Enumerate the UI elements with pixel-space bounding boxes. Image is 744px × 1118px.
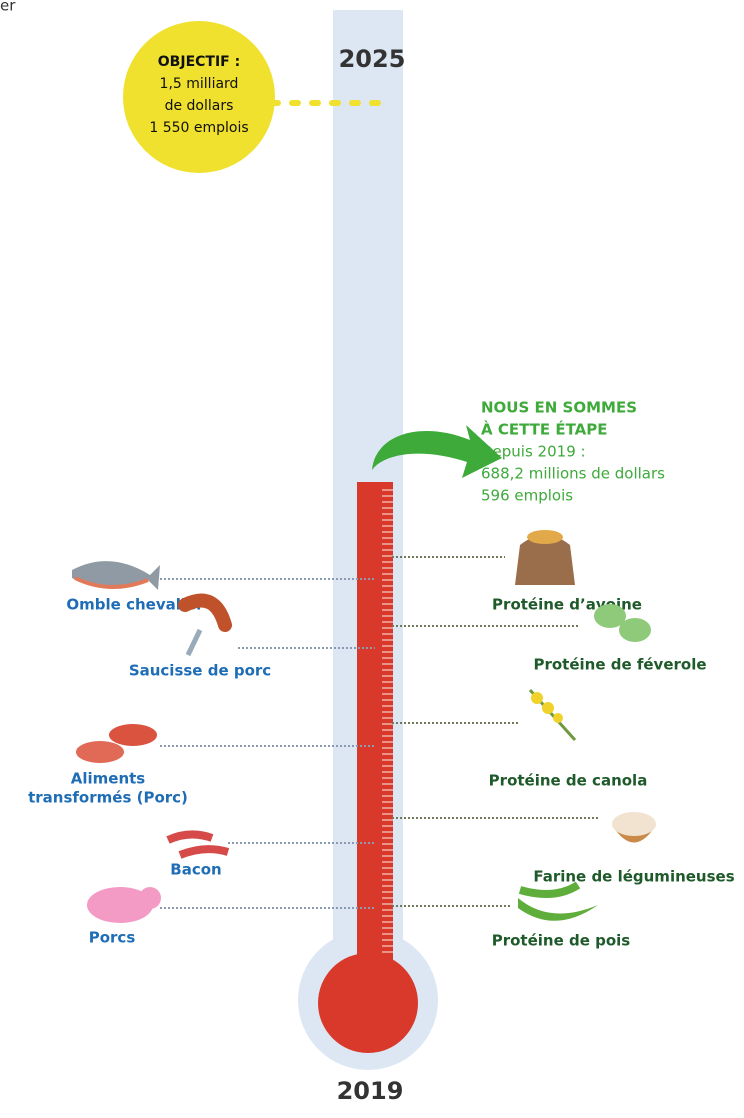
- bean-icon: [619, 618, 651, 642]
- bacon-icon: [168, 834, 212, 840]
- progress-line: NOUS EN SOMMES: [481, 399, 637, 417]
- bacon-icon: [180, 849, 228, 855]
- progress-line: 688,2 millions de dollars: [481, 465, 665, 483]
- item-label: Protéine de féverole: [533, 656, 706, 674]
- item-label: transformés (Porc): [28, 789, 188, 807]
- goal-line: 1,5 milliard: [160, 76, 239, 92]
- goal-line: de dollars: [165, 98, 234, 114]
- flour: [612, 812, 656, 836]
- progress-line: 596 emplois: [481, 487, 573, 505]
- pea-icon: [518, 898, 598, 921]
- goal-line: 1 550 emplois: [149, 120, 248, 136]
- goal-line: OBJECTIF :: [158, 54, 240, 70]
- item-label: Aliments: [71, 770, 146, 788]
- progress-line: À CETTE ÉTAPE: [481, 420, 608, 439]
- oats: [527, 530, 563, 544]
- fork-icon: [188, 630, 200, 655]
- mercury: [357, 482, 393, 982]
- bulb: [318, 953, 418, 1053]
- canola-flower: [542, 702, 554, 714]
- pea-icon: [520, 885, 578, 894]
- item-label: Bacon: [170, 861, 221, 879]
- item-label: Farine de légumineuses: [533, 868, 734, 886]
- goal-circle: [123, 21, 275, 173]
- salami-icon: [109, 724, 157, 746]
- item-label: Porcs: [89, 929, 136, 947]
- pig-head: [139, 887, 161, 909]
- top-year: 2025: [339, 45, 406, 73]
- progress-line: Depuis 2019 :: [481, 443, 586, 461]
- salami-icon: [76, 741, 124, 763]
- corner-fragment: er: [0, 0, 16, 15]
- bottom-year: 2019: [337, 1077, 404, 1105]
- item-label: Protéine de canola: [489, 772, 648, 790]
- canola-flower: [553, 713, 563, 723]
- item-label: Saucisse de porc: [129, 662, 271, 680]
- canola-flower: [531, 692, 543, 704]
- infographic: er 2025 2019 OBJECTIF : 1,5 milliard de …: [0, 0, 744, 1114]
- item-label: Protéine de pois: [492, 932, 631, 950]
